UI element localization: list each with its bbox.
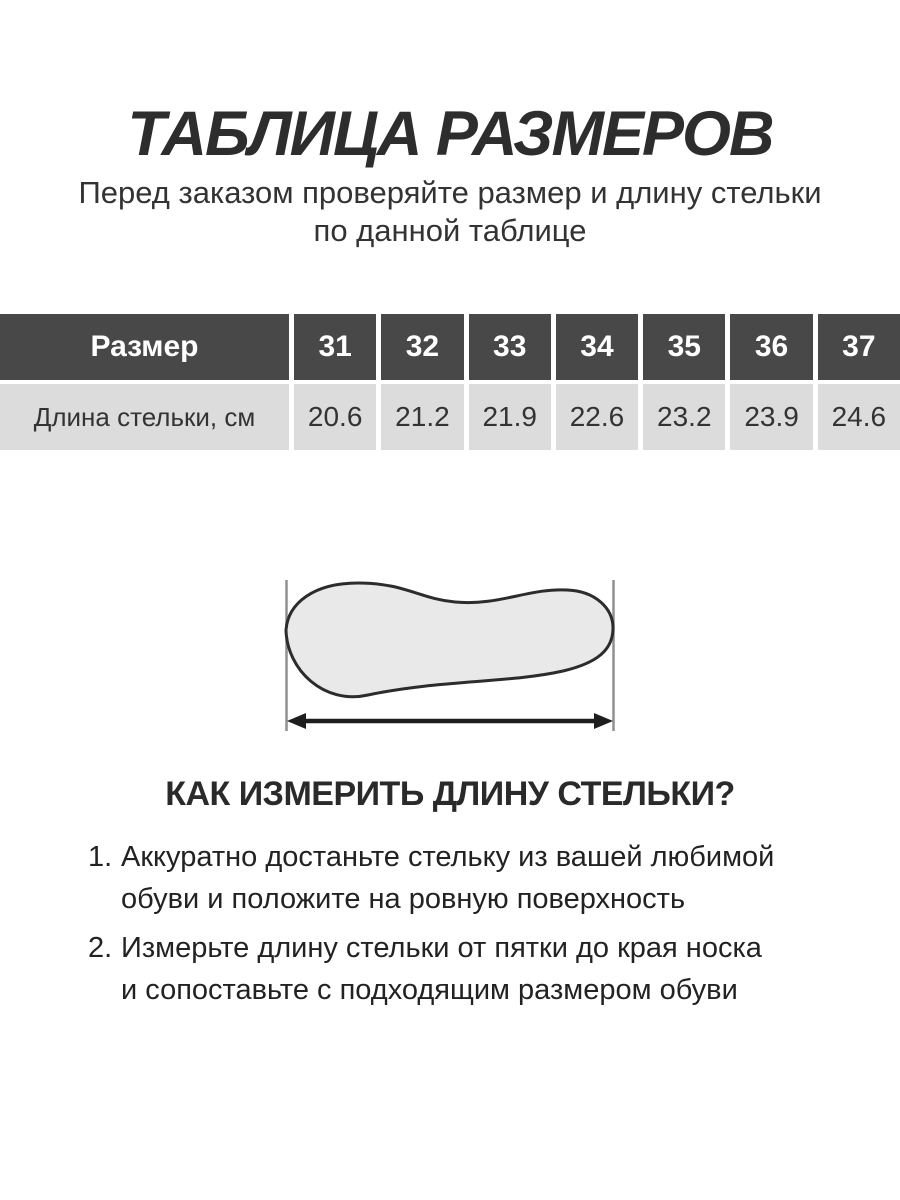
length-cell: 22.6: [555, 384, 639, 450]
size-table: Размер 31 32 33 34 35 36 37 Длина стельк…: [0, 314, 900, 450]
subtitle-line-1: Перед заказом проверяйте размер и длину …: [78, 175, 822, 210]
length-cell: 20.6: [294, 384, 377, 450]
page-subtitle: Перед заказом проверяйте размер и длину …: [0, 174, 900, 250]
how-to-heading: КАК ИЗМЕРИТЬ ДЛИНУ СТЕЛЬКИ?: [165, 775, 735, 813]
size-cell: 36: [730, 314, 813, 380]
insole-measurement-diagram: [0, 570, 900, 740]
size-cell: 34: [555, 314, 639, 380]
step-1: 1. Аккуратно достаньте стельку из вашей …: [88, 836, 840, 920]
subtitle-line-2: по данной таблице: [313, 213, 587, 248]
size-cell: 32: [381, 314, 464, 380]
arrowhead-left: [287, 713, 306, 729]
step-1-number: 1.: [88, 841, 113, 873]
step-2-number: 2.: [88, 932, 113, 964]
step-2-line-1: Измерьте длину стельки от пятки до края …: [121, 932, 762, 964]
length-cell: 23.2: [643, 384, 726, 450]
how-to-steps: 1. Аккуратно достаньте стельку из вашей …: [88, 836, 840, 1018]
size-cell: 31: [294, 314, 377, 380]
size-row-label: Размер: [0, 314, 289, 380]
length-cell: 21.2: [381, 384, 464, 450]
length-cell: 21.9: [468, 384, 551, 450]
arrowhead-right: [594, 713, 613, 729]
step-1-text: Аккуратно достаньте стельку из вашей люб…: [121, 836, 840, 920]
step-2-text: Измерьте длину стельки от пятки до края …: [121, 927, 840, 1011]
step-1-line-1: Аккуратно достаньте стельку из вашей люб…: [121, 841, 775, 873]
length-cell: 23.9: [730, 384, 813, 450]
insole-outline-icon: [284, 580, 615, 731]
step-2: 2. Измерьте длину стельки от пятки до кр…: [88, 927, 840, 1011]
length-cell: 24.6: [817, 384, 900, 450]
size-cell: 33: [468, 314, 551, 380]
length-row-label: Длина стельки, см: [0, 384, 289, 450]
page-title: ТАБЛИЦА РАЗМЕРОВ: [127, 99, 774, 169]
size-cell: 35: [643, 314, 726, 380]
length-arrow: [287, 713, 613, 729]
step-1-line-2: обуви и положите на ровную поверхность: [121, 883, 686, 915]
step-2-line-2: и сопоставьте с подходящим размером обув…: [121, 974, 738, 1006]
size-cell: 37: [817, 314, 900, 380]
insole-shape: [284, 581, 615, 699]
